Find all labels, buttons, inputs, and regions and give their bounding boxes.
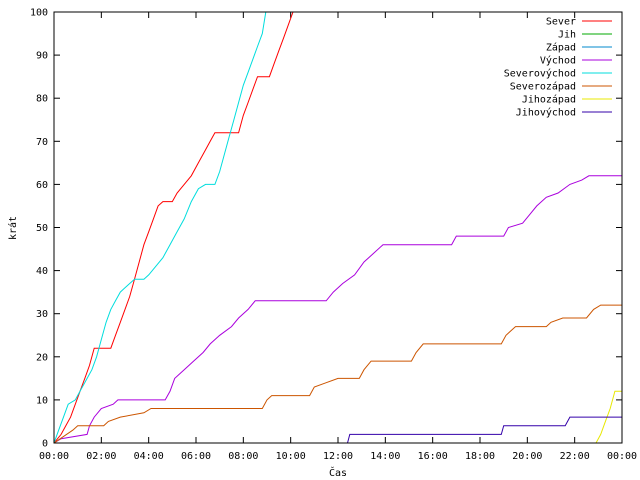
- x-tick-label: 14:00: [370, 451, 400, 462]
- x-tick-label: 22:00: [560, 451, 590, 462]
- y-tick-label: 0: [42, 439, 48, 450]
- x-tick-label: 10:00: [276, 451, 306, 462]
- x-tick-label: 06:00: [181, 451, 211, 462]
- x-axis: 00:00 02:00 04:00 06:00 08:00 10:00 12:00 14:00…: [39, 12, 637, 462]
- y-tick-label: 100: [30, 8, 48, 19]
- x-axis-title: Čas: [329, 466, 347, 479]
- x-tick-label: 00:00: [39, 451, 69, 462]
- x-tick-label: 12:00: [323, 451, 353, 462]
- y-tick-label: 60: [36, 180, 48, 191]
- series-line-3: [54, 175, 622, 443]
- x-tick-label: 18:00: [465, 451, 495, 462]
- x-tick-label: 08:00: [228, 451, 258, 462]
- y-tick-label: 90: [36, 51, 48, 62]
- y-axis: 0 10 20 30 40 50 60 70 80 90 100: [30, 8, 622, 450]
- x-tick-label: 16:00: [418, 451, 448, 462]
- plot-frame: [53, 11, 623, 444]
- series-line-5: [54, 304, 622, 443]
- y-axis-title: krát: [7, 216, 19, 240]
- y-tick-label: 40: [36, 266, 48, 277]
- legend-label: Severozápad: [510, 81, 576, 93]
- x-tick-label: 02:00: [86, 451, 116, 462]
- plot-lines: [54, 12, 622, 443]
- legend-label: Jih: [558, 30, 576, 41]
- legend-label: Sever: [546, 17, 576, 28]
- legend-label: Východ: [540, 55, 576, 67]
- y-tick-label: 20: [36, 352, 48, 363]
- y-tick-label: 80: [36, 94, 48, 105]
- series-line-6: [595, 382, 622, 443]
- x-tick-label: 00:00: [607, 451, 637, 462]
- y-tick-label: 70: [36, 137, 48, 148]
- legend-label: Jihozápad: [522, 94, 576, 106]
- series-line-0: [54, 12, 294, 443]
- legend-label: Severovýchod: [504, 68, 576, 80]
- y-tick-label: 10: [36, 395, 48, 406]
- legend-label: Západ: [546, 42, 576, 54]
- legend-label: Jihovýchod: [516, 107, 576, 119]
- x-tick-label: 20:00: [512, 451, 542, 462]
- x-tick-label: 04:00: [134, 451, 164, 462]
- series-line-7: [347, 416, 622, 443]
- legend: Sever JihZápadVýchodSeverovýchodSeverozáp…: [504, 17, 612, 119]
- y-tick-label: 30: [36, 309, 48, 320]
- y-tick-label: 50: [36, 223, 48, 234]
- series-line-4: [54, 12, 267, 443]
